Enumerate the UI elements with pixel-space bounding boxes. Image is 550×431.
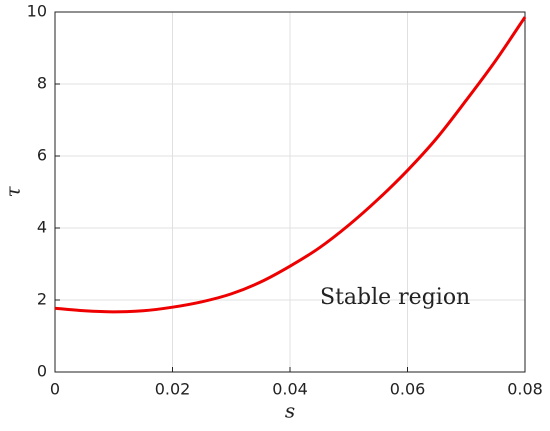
x-tick-label: 0.08 [507, 380, 543, 399]
x-tick-label: 0 [50, 380, 60, 399]
x-tick-label: 0.04 [272, 380, 308, 399]
y-tick-label: 8 [37, 74, 47, 93]
data-line [54, 16, 527, 314]
x-tick-label: 0.06 [390, 380, 426, 399]
y-tick-label: 2 [37, 290, 47, 309]
x-axis-label: s [285, 399, 295, 423]
y-axis-label: τ [1, 186, 25, 198]
plot-frame [54, 11, 526, 373]
y-tick-label: 4 [37, 218, 47, 237]
y-tick-label: 6 [37, 146, 47, 165]
annotation: Stable region [320, 285, 470, 310]
x-tick-label: 0.02 [155, 380, 191, 399]
y-tick-label: 10 [27, 2, 47, 21]
y-tick-label: 0 [37, 362, 47, 381]
